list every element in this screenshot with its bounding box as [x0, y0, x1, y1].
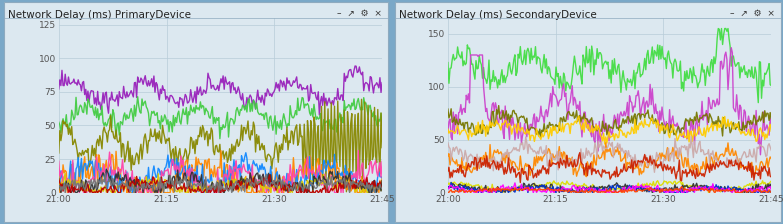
Text: Network Delay (ms) PrimaryDevice: Network Delay (ms) PrimaryDevice	[8, 10, 191, 20]
Text: Network Delay (ms) SecondaryDevice: Network Delay (ms) SecondaryDevice	[399, 10, 597, 20]
Text: –  ↗  ⚙  ×: – ↗ ⚙ ×	[731, 9, 775, 18]
Text: –  ↗  ⚙  ×: – ↗ ⚙ ×	[337, 9, 382, 18]
